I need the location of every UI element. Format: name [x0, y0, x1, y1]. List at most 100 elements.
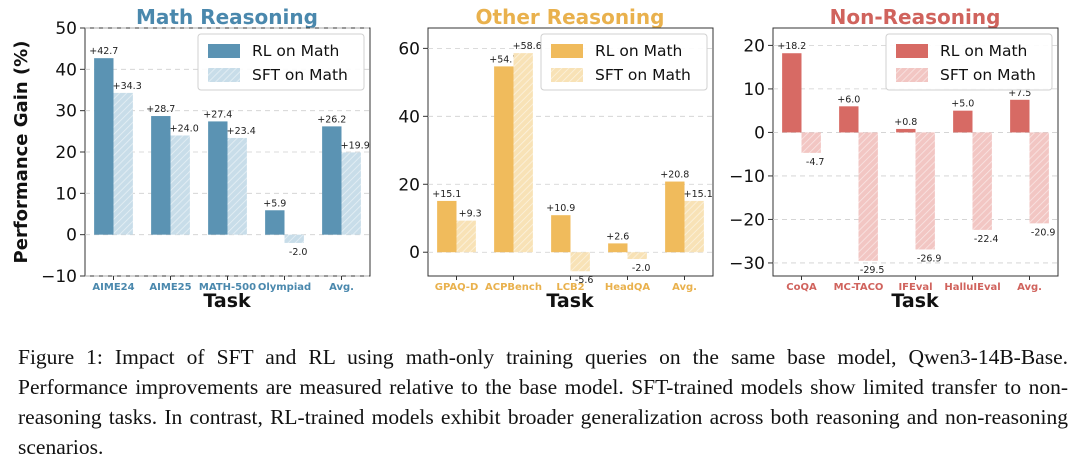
panel-title: Other Reasoning	[476, 5, 665, 29]
x-tick-label: CoQA	[786, 282, 817, 293]
data-label: +5.9	[263, 198, 286, 209]
y-tick-label: 40	[398, 107, 420, 127]
x-tick-label: Olympiad	[258, 282, 311, 293]
x-tick-label: ACPBench	[485, 282, 542, 293]
bar-sft	[684, 200, 704, 253]
x-tick-label: GPAQ-D	[435, 282, 479, 293]
y-tick-label: −10	[41, 267, 77, 287]
bar-sft	[1029, 132, 1049, 224]
legend-swatch	[551, 44, 583, 58]
legend-label: RL on Math	[595, 42, 682, 60]
legend-label: SFT on Math	[595, 66, 691, 84]
bar-sft	[915, 132, 935, 250]
y-tick-label: 30	[55, 102, 77, 122]
bar-sft	[627, 252, 647, 260]
bar-rl	[1010, 99, 1030, 133]
bar-rl	[665, 181, 685, 253]
data-label: -2.0	[289, 247, 308, 258]
data-label: -26.9	[917, 253, 942, 264]
bar-sft	[513, 53, 533, 253]
data-label: +18.2	[777, 41, 806, 52]
x-axis-label: Task	[203, 290, 251, 312]
data-label: +34.3	[113, 81, 142, 92]
data-label: +15.1	[684, 189, 713, 200]
bar-rl	[953, 110, 973, 133]
x-tick-label: HalluIEval	[944, 282, 1000, 293]
y-axis-label: Performance Gain (%)	[11, 41, 32, 264]
x-tick-label: Avg.	[329, 282, 354, 293]
bar-sft	[858, 132, 878, 261]
x-tick-label: Avg.	[1017, 282, 1042, 293]
bar-rl	[265, 210, 285, 235]
panel-math-reasoning: Math Reasoning Task −10 0 10 20 30 40 50 +42.7 +…	[41, 5, 371, 312]
data-label: -4.7	[806, 157, 825, 168]
bar-sft	[570, 252, 590, 272]
y-tick-label: 20	[743, 36, 765, 56]
bar-rl	[151, 116, 171, 235]
bar-sft	[341, 152, 361, 235]
x-axis-label: Task	[891, 290, 939, 312]
x-tick-label: Avg.	[672, 282, 697, 293]
y-tick-label: 20	[398, 175, 420, 195]
x-tick-label: MATH-500	[199, 282, 256, 293]
legend-swatch	[896, 68, 928, 82]
x-tick-label: HeadQA	[605, 282, 651, 293]
x-tick-label: AIME25	[149, 282, 191, 293]
y-tick-label: 0	[754, 123, 765, 143]
bar-rl	[494, 66, 514, 253]
data-label: +26.2	[317, 114, 346, 125]
y-tick-label: 0	[409, 243, 420, 263]
y-tick-label: 40	[55, 60, 77, 80]
data-label: +6.0	[837, 94, 860, 105]
bar-sft	[456, 220, 476, 253]
data-label: -2.0	[632, 263, 651, 274]
bar-sft	[284, 234, 304, 243]
y-tick-label: 20	[55, 143, 77, 163]
y-tick-label: 10	[55, 184, 77, 204]
bar-rl	[782, 53, 802, 133]
data-label: +10.9	[546, 203, 575, 214]
y-tick-label: 10	[743, 80, 765, 100]
bar-sft	[170, 135, 190, 235]
x-tick-label: LCB2	[556, 282, 584, 293]
legend-label: SFT on Math	[940, 66, 1036, 84]
data-label: +9.3	[459, 209, 482, 220]
y-tick-label: −30	[729, 254, 765, 274]
legend-swatch	[208, 68, 240, 82]
data-label: +54.7	[489, 54, 518, 65]
data-label: +28.7	[146, 104, 175, 115]
data-label: +42.7	[89, 46, 118, 57]
bar-sft	[972, 132, 992, 230]
bar-rl	[94, 58, 114, 235]
data-label: +24.0	[170, 123, 199, 134]
figure-canvas: Performance Gain (%) Math Reasoning Task…	[11, 5, 1059, 312]
legend-label: SFT on Math	[252, 66, 348, 84]
data-label: +20.8	[660, 170, 689, 181]
y-tick-label: −20	[729, 210, 765, 230]
y-tick-label: −10	[729, 167, 765, 187]
x-tick-label: AIME24	[92, 282, 134, 293]
data-label: +0.8	[894, 117, 917, 128]
data-label: +58.6	[513, 41, 542, 52]
data-label: -29.5	[860, 265, 885, 276]
data-label: +23.4	[227, 126, 256, 137]
bar-sft	[227, 137, 247, 235]
legend-label: RL on Math	[940, 42, 1027, 60]
y-tick-label: 60	[398, 39, 420, 59]
bar-rl	[551, 215, 571, 253]
bar-sft	[801, 132, 821, 153]
bar-rl	[839, 106, 859, 133]
legend-swatch	[896, 44, 928, 58]
panel-title: Math Reasoning	[136, 5, 318, 29]
x-tick-label: IFEval	[898, 282, 932, 293]
bar-rl	[208, 121, 228, 235]
y-tick-label: 0	[66, 226, 77, 246]
bar-sft	[113, 92, 133, 235]
data-label: -22.4	[974, 234, 999, 245]
legend-swatch	[551, 68, 583, 82]
data-label: +15.1	[432, 189, 461, 200]
panel-non-reasoning: Non-Reasoning Task −30 −20 −10 0 10 20 +18.2 -4…	[729, 5, 1059, 312]
data-label: +27.4	[203, 109, 232, 120]
data-label: +19.9	[341, 140, 370, 151]
y-tick-label: 50	[55, 19, 77, 39]
